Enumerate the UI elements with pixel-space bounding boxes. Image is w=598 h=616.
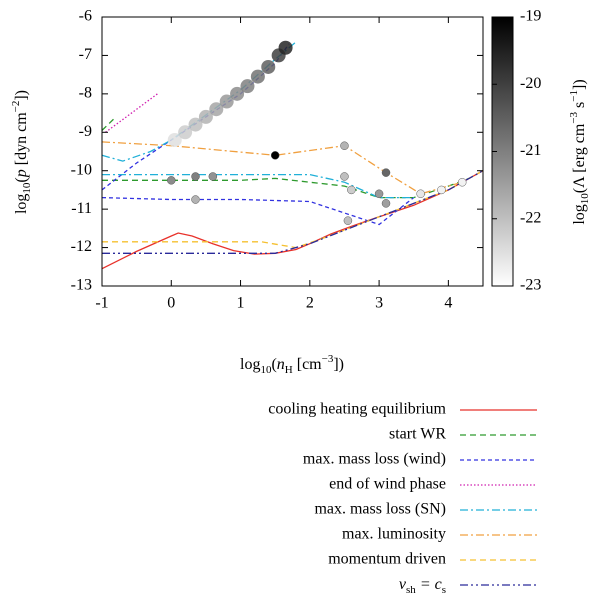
data-point — [167, 176, 176, 185]
legend-label: max. mass loss (wind) — [303, 451, 446, 468]
y-tick-label: -10 — [71, 161, 92, 178]
colorbar-tick-label: -22 — [520, 209, 541, 226]
x-tick-label: 0 — [167, 295, 175, 312]
x-tick-label: 3 — [375, 295, 383, 312]
legend-label: momentum driven — [328, 551, 446, 568]
legend-label: max. mass loss (SN) — [314, 501, 446, 518]
legend-label: cooling heating equilibrium — [268, 401, 446, 418]
colorbar-tick-label: -21 — [520, 142, 541, 159]
data-point — [240, 79, 255, 94]
y-tick-label: -6 — [79, 8, 92, 25]
series-line — [101, 41, 414, 199]
data-point — [198, 109, 213, 124]
data-point — [374, 189, 384, 199]
y-tick-label: -8 — [79, 85, 92, 102]
data-point — [381, 168, 391, 177]
data-point — [209, 102, 224, 117]
x-tick-label: 4 — [444, 295, 452, 312]
data-point — [178, 125, 193, 140]
data-point — [250, 69, 265, 84]
legend-label-part: s — [442, 584, 446, 596]
series-line — [102, 170, 484, 249]
legend-label: max. luminosity — [342, 526, 446, 543]
data-point — [343, 216, 353, 225]
y-tick-label: -7 — [79, 46, 92, 63]
series-line — [101, 170, 484, 270]
data-point — [188, 117, 203, 132]
series-line — [101, 116, 470, 199]
colorbar-tick-label: -20 — [520, 75, 541, 92]
data-point — [278, 40, 293, 55]
data-point — [208, 172, 218, 181]
x-tick-label: 2 — [306, 295, 314, 312]
colorbar-tick-label: -23 — [520, 277, 541, 294]
data-point — [457, 177, 467, 187]
y-tick-label: -12 — [71, 238, 92, 255]
data-point — [381, 199, 391, 208]
data-point — [219, 94, 234, 109]
y-axis-label: log10(p [dyn cm−2]) — [10, 90, 33, 214]
series-line — [105, 93, 158, 133]
colorbar-tick-label: -19 — [520, 8, 541, 25]
x-axis-label: log10(nH [cm−3]) — [240, 353, 344, 376]
legend-label-part: = c — [416, 576, 442, 593]
data-point — [437, 185, 446, 195]
data-point — [347, 185, 356, 195]
data-point — [340, 141, 349, 150]
data-point — [230, 86, 245, 101]
y-tick-label: -9 — [79, 123, 92, 140]
data-point — [167, 132, 182, 147]
data-point — [416, 189, 425, 199]
data-point — [191, 172, 200, 181]
data-point — [270, 151, 280, 160]
legend-label-part: v — [399, 576, 407, 593]
legend-label: end of wind phase — [329, 476, 446, 493]
legend-label-part: sh — [406, 584, 416, 596]
series-line — [102, 170, 484, 254]
plot-frame — [101, 16, 484, 287]
data-point — [261, 59, 276, 74]
legend-label: start WR — [389, 426, 446, 443]
x-tick-label: 1 — [237, 295, 245, 312]
legend-label: vsh = cs — [399, 576, 446, 596]
data-point — [340, 172, 349, 181]
x-tick-label: -1 — [95, 295, 108, 312]
series-line — [101, 141, 463, 195]
y-tick-label: -11 — [71, 200, 92, 217]
data-point — [191, 195, 200, 204]
y-tick-label: -13 — [71, 277, 92, 294]
colorbar-label: log10(Λ [erg cm−3 s−1]) — [568, 79, 591, 224]
